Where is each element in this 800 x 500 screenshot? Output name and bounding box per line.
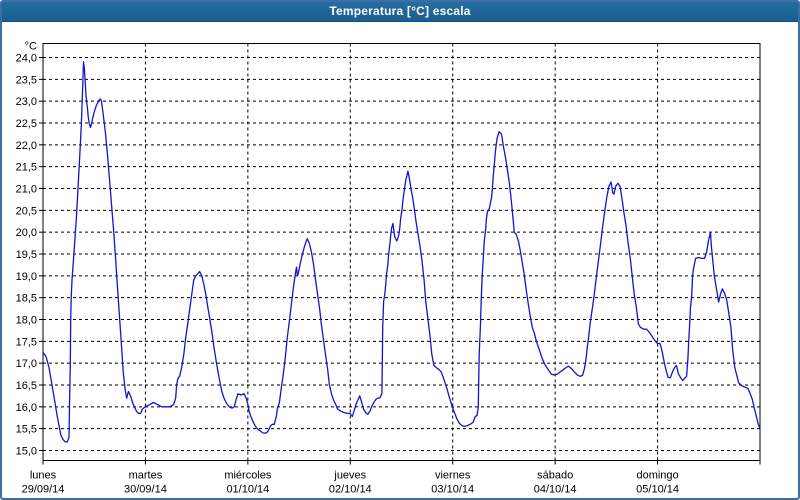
y-tick-label: 18,5 <box>16 293 37 305</box>
y-tick-label: 23,0 <box>16 96 37 108</box>
date-label: 02/10/14 <box>329 484 372 496</box>
y-tick-label: 16,0 <box>16 402 37 414</box>
date-label: 03/10/14 <box>431 484 474 496</box>
y-tick-label: 19,5 <box>16 249 37 261</box>
day-label: martes <box>129 470 163 482</box>
page-title: Temperatura [°C] escala <box>329 4 471 18</box>
y-tick-label: 19,0 <box>16 271 37 283</box>
day-label: lunes <box>30 470 57 482</box>
date-label: 30/09/14 <box>124 484 167 496</box>
date-label: 05/10/14 <box>636 484 679 496</box>
y-tick-label: 24,0 <box>16 53 37 65</box>
y-tick-label: 21,0 <box>16 184 37 196</box>
y-tick-label: 16,5 <box>16 380 37 392</box>
y-tick-label: 17,0 <box>16 358 37 370</box>
y-tick-label: 15,5 <box>16 424 37 436</box>
y-tick-label: 22,5 <box>16 118 37 130</box>
plot-frame <box>42 43 761 461</box>
y-tick-label: 18,0 <box>16 315 37 327</box>
y-tick-label: 20,0 <box>16 227 37 239</box>
temperature-line <box>42 61 761 443</box>
y-tick-label: 17,5 <box>16 336 37 348</box>
day-label: miércoles <box>224 470 272 482</box>
y-tick-label: 20,5 <box>16 205 37 217</box>
y-tick-label: 15,0 <box>16 446 37 458</box>
day-label: viernes <box>435 470 471 482</box>
y-tick-label: 23,5 <box>16 74 37 86</box>
day-label: domingo <box>636 470 678 482</box>
y-tick-label: 21,5 <box>16 162 37 174</box>
date-label: 29/09/14 <box>22 484 65 496</box>
y-axis-unit-label: °C <box>25 41 37 53</box>
date-label: 04/10/14 <box>534 484 577 496</box>
day-label: jueves <box>333 470 366 482</box>
y-tick-label: 22,0 <box>16 140 37 152</box>
window-title-bar: Temperatura [°C] escala <box>2 2 798 22</box>
date-label: 01/10/14 <box>226 484 269 496</box>
day-label: sábado <box>537 470 573 482</box>
